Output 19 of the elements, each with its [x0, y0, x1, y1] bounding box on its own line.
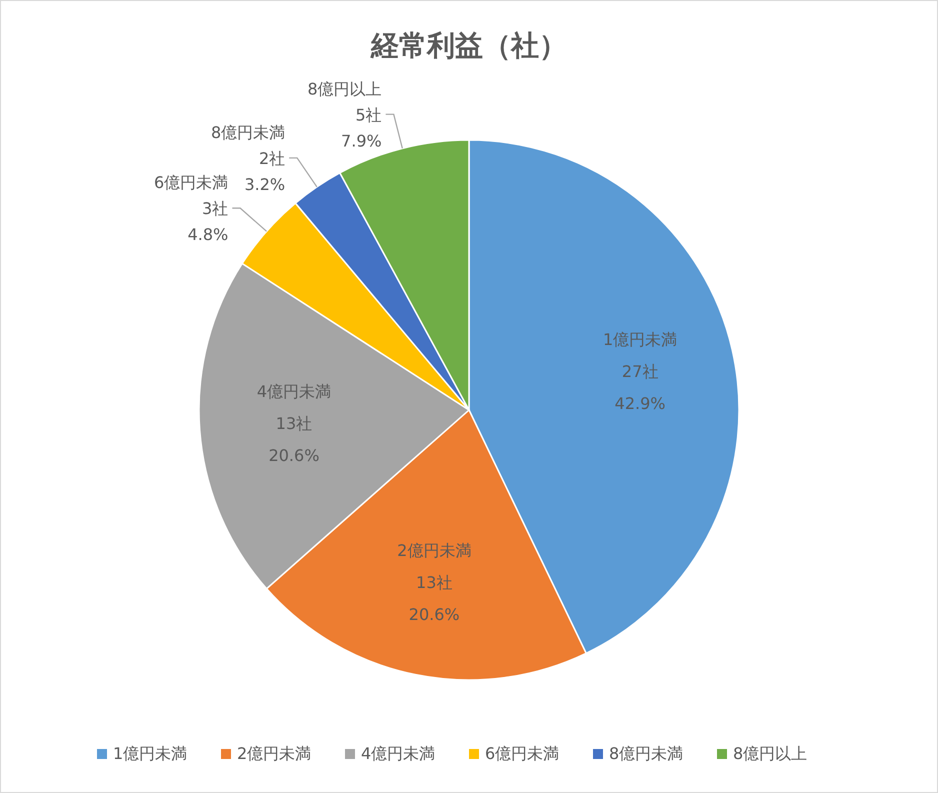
legend-label: 4億円未満: [361, 744, 436, 763]
slice-label: 1億円未満: [603, 330, 678, 349]
data-label: 27社 42.9%: [614, 362, 666, 413]
chart-title: 経常利益（社）: [370, 29, 567, 62]
legend-label: 8億円未満: [609, 744, 684, 763]
legend-label: 2億円未満: [237, 744, 312, 763]
data-label: 5社 7.9%: [341, 105, 382, 150]
legend-label: 1億円未満: [113, 744, 188, 763]
slice-label: 8億円以上: [308, 79, 382, 98]
data-label: 3社 4.8%: [188, 199, 228, 244]
slice-label: 6億円未満: [154, 173, 228, 192]
data-label: 13社 20.6%: [268, 414, 320, 466]
slice-label: 4億円未満: [256, 382, 332, 402]
legend-label: 8億円以上: [733, 744, 808, 763]
legend-label: 6億円未満: [485, 744, 560, 763]
slice-label: 8億円未満: [210, 122, 286, 142]
data-label: 2社 3.2%: [244, 148, 286, 194]
slice-label: 2億円未満: [397, 541, 472, 560]
data-label: 13社 20.6%: [408, 573, 460, 624]
